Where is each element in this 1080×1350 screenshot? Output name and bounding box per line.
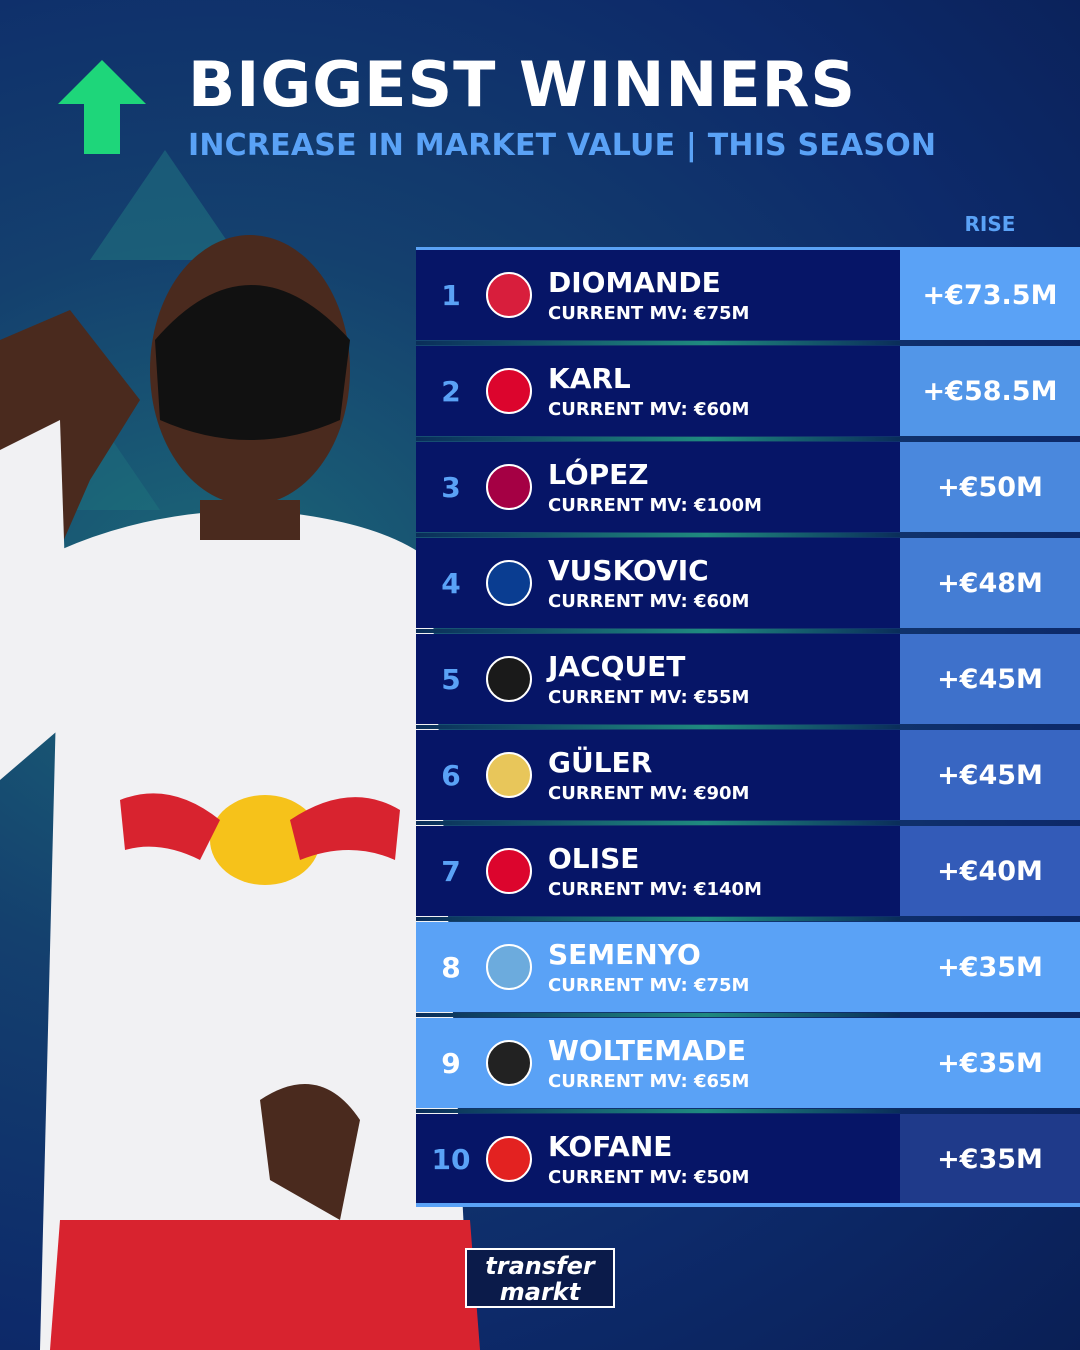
player-info: DIOMANDE CURRENT MV: €75M [548, 265, 1080, 324]
current-market-value: CURRENT MV: €60M [548, 398, 750, 420]
player-name: LÓPEZ [548, 457, 649, 491]
table-row: 1 DIOMANDE CURRENT MV: €75M +€73.5M [416, 250, 1080, 345]
table-row: 3 LÓPEZ CURRENT MV: €100M +€50M [416, 442, 1080, 537]
arrow-up-icon [58, 60, 146, 154]
player-info: SEMENYO CURRENT MV: €75M [548, 937, 1080, 996]
player-info: KARL CURRENT MV: €60M [548, 361, 1080, 420]
player-name: WOLTEMADE [548, 1033, 747, 1067]
row-separator [416, 1109, 900, 1113]
player-info: LÓPEZ CURRENT MV: €100M [548, 457, 1080, 516]
rank: 10 [431, 1142, 471, 1176]
player-info: WOLTEMADE CURRENT MV: €65M [548, 1033, 1080, 1092]
row-separator [416, 437, 900, 441]
player-info: VUSKOVIC CURRENT MV: €60M [548, 553, 1080, 612]
table-row: 10 KOFANE CURRENT MV: €50M +€35M [416, 1114, 1080, 1204]
row-separator [416, 1013, 900, 1017]
player-info: GÜLER CURRENT MV: €90M [548, 745, 1080, 804]
current-market-value: CURRENT MV: €75M [548, 302, 750, 324]
rank: 4 [441, 566, 461, 600]
page-title: BIGGEST WINNERS [188, 48, 856, 121]
current-market-value: CURRENT MV: €75M [548, 974, 750, 996]
club-crest-icon [486, 1040, 532, 1086]
rise-column-header: RISE [964, 212, 1016, 236]
row-separator [416, 917, 900, 921]
rank: 7 [441, 854, 461, 888]
player-info: JACQUET CURRENT MV: €55M [548, 649, 1080, 708]
current-market-value: CURRENT MV: €100M [548, 494, 762, 516]
background-triangle [90, 150, 240, 260]
current-market-value: CURRENT MV: €140M [548, 878, 762, 900]
page-subtitle: INCREASE IN MARKET VALUE | THIS SEASON [188, 128, 937, 163]
rank: 5 [441, 662, 461, 696]
club-crest-icon [486, 464, 532, 510]
club-crest-icon [486, 560, 532, 606]
club-crest-icon [486, 752, 532, 798]
row-separator [416, 629, 900, 633]
table-row: 7 OLISE CURRENT MV: €140M +€40M [416, 826, 1080, 921]
club-crest-icon [486, 656, 532, 702]
logo-text-bottom: markt [499, 1278, 581, 1306]
player-name: DIOMANDE [548, 265, 721, 299]
rise-value: +€50M [900, 442, 1080, 532]
club-crest-icon [486, 848, 532, 894]
player-name: VUSKOVIC [548, 553, 709, 587]
player-info: KOFANE CURRENT MV: €50M [548, 1129, 1080, 1188]
rank: 1 [441, 278, 461, 312]
rank: 3 [441, 470, 461, 504]
current-market-value: CURRENT MV: €50M [548, 1166, 750, 1188]
rise-value: +€73.5M [900, 250, 1080, 340]
rise-value: +€35M [900, 1114, 1080, 1204]
player-name: KOFANE [548, 1129, 673, 1163]
rank: 2 [441, 374, 461, 408]
club-crest-icon [486, 272, 532, 318]
table-bottom-border [416, 1203, 1080, 1207]
current-market-value: CURRENT MV: €60M [548, 590, 750, 612]
table-row: 6 GÜLER CURRENT MV: €90M +€45M [416, 730, 1080, 825]
rankings-table: 1 DIOMANDE CURRENT MV: €75M +€73.5M 2 KA… [416, 247, 1080, 1210]
club-crest-icon [486, 1136, 532, 1182]
player-name: OLISE [548, 841, 640, 875]
rank: 8 [441, 950, 461, 984]
rise-value: +€58.5M [900, 346, 1080, 436]
current-market-value: CURRENT MV: €65M [548, 1070, 750, 1092]
current-market-value: CURRENT MV: €55M [548, 686, 750, 708]
club-crest-icon [486, 368, 532, 414]
transfermarkt-logo: transfer markt [465, 1248, 615, 1308]
table-row: 8 SEMENYO CURRENT MV: €75M +€35M [416, 922, 1080, 1017]
row-separator [416, 725, 900, 729]
rise-value: +€45M [900, 634, 1080, 724]
player-name: GÜLER [548, 745, 653, 779]
table-row: 9 WOLTEMADE CURRENT MV: €65M +€35M [416, 1018, 1080, 1113]
club-crest-icon [486, 944, 532, 990]
rise-value: +€40M [900, 826, 1080, 916]
player-info: OLISE CURRENT MV: €140M [548, 841, 1080, 900]
row-separator [416, 821, 900, 825]
table-row: 5 JACQUET CURRENT MV: €55M +€45M [416, 634, 1080, 729]
rank: 6 [441, 758, 461, 792]
row-separator [416, 341, 900, 345]
current-market-value: CURRENT MV: €90M [548, 782, 750, 804]
table-row: 2 KARL CURRENT MV: €60M +€58.5M [416, 346, 1080, 441]
table-row: 4 VUSKOVIC CURRENT MV: €60M +€48M [416, 538, 1080, 633]
rank: 9 [441, 1046, 461, 1080]
player-name: JACQUET [548, 649, 686, 683]
rise-value: +€35M [900, 1018, 1080, 1108]
row-separator [416, 533, 900, 537]
rise-value: +€45M [900, 730, 1080, 820]
rise-value: +€48M [900, 538, 1080, 628]
player-name: SEMENYO [548, 937, 701, 971]
logo-text-top: transfer [485, 1252, 595, 1280]
rise-value: +€35M [900, 922, 1080, 1012]
player-photo [0, 235, 480, 1350]
player-name: KARL [548, 361, 631, 395]
